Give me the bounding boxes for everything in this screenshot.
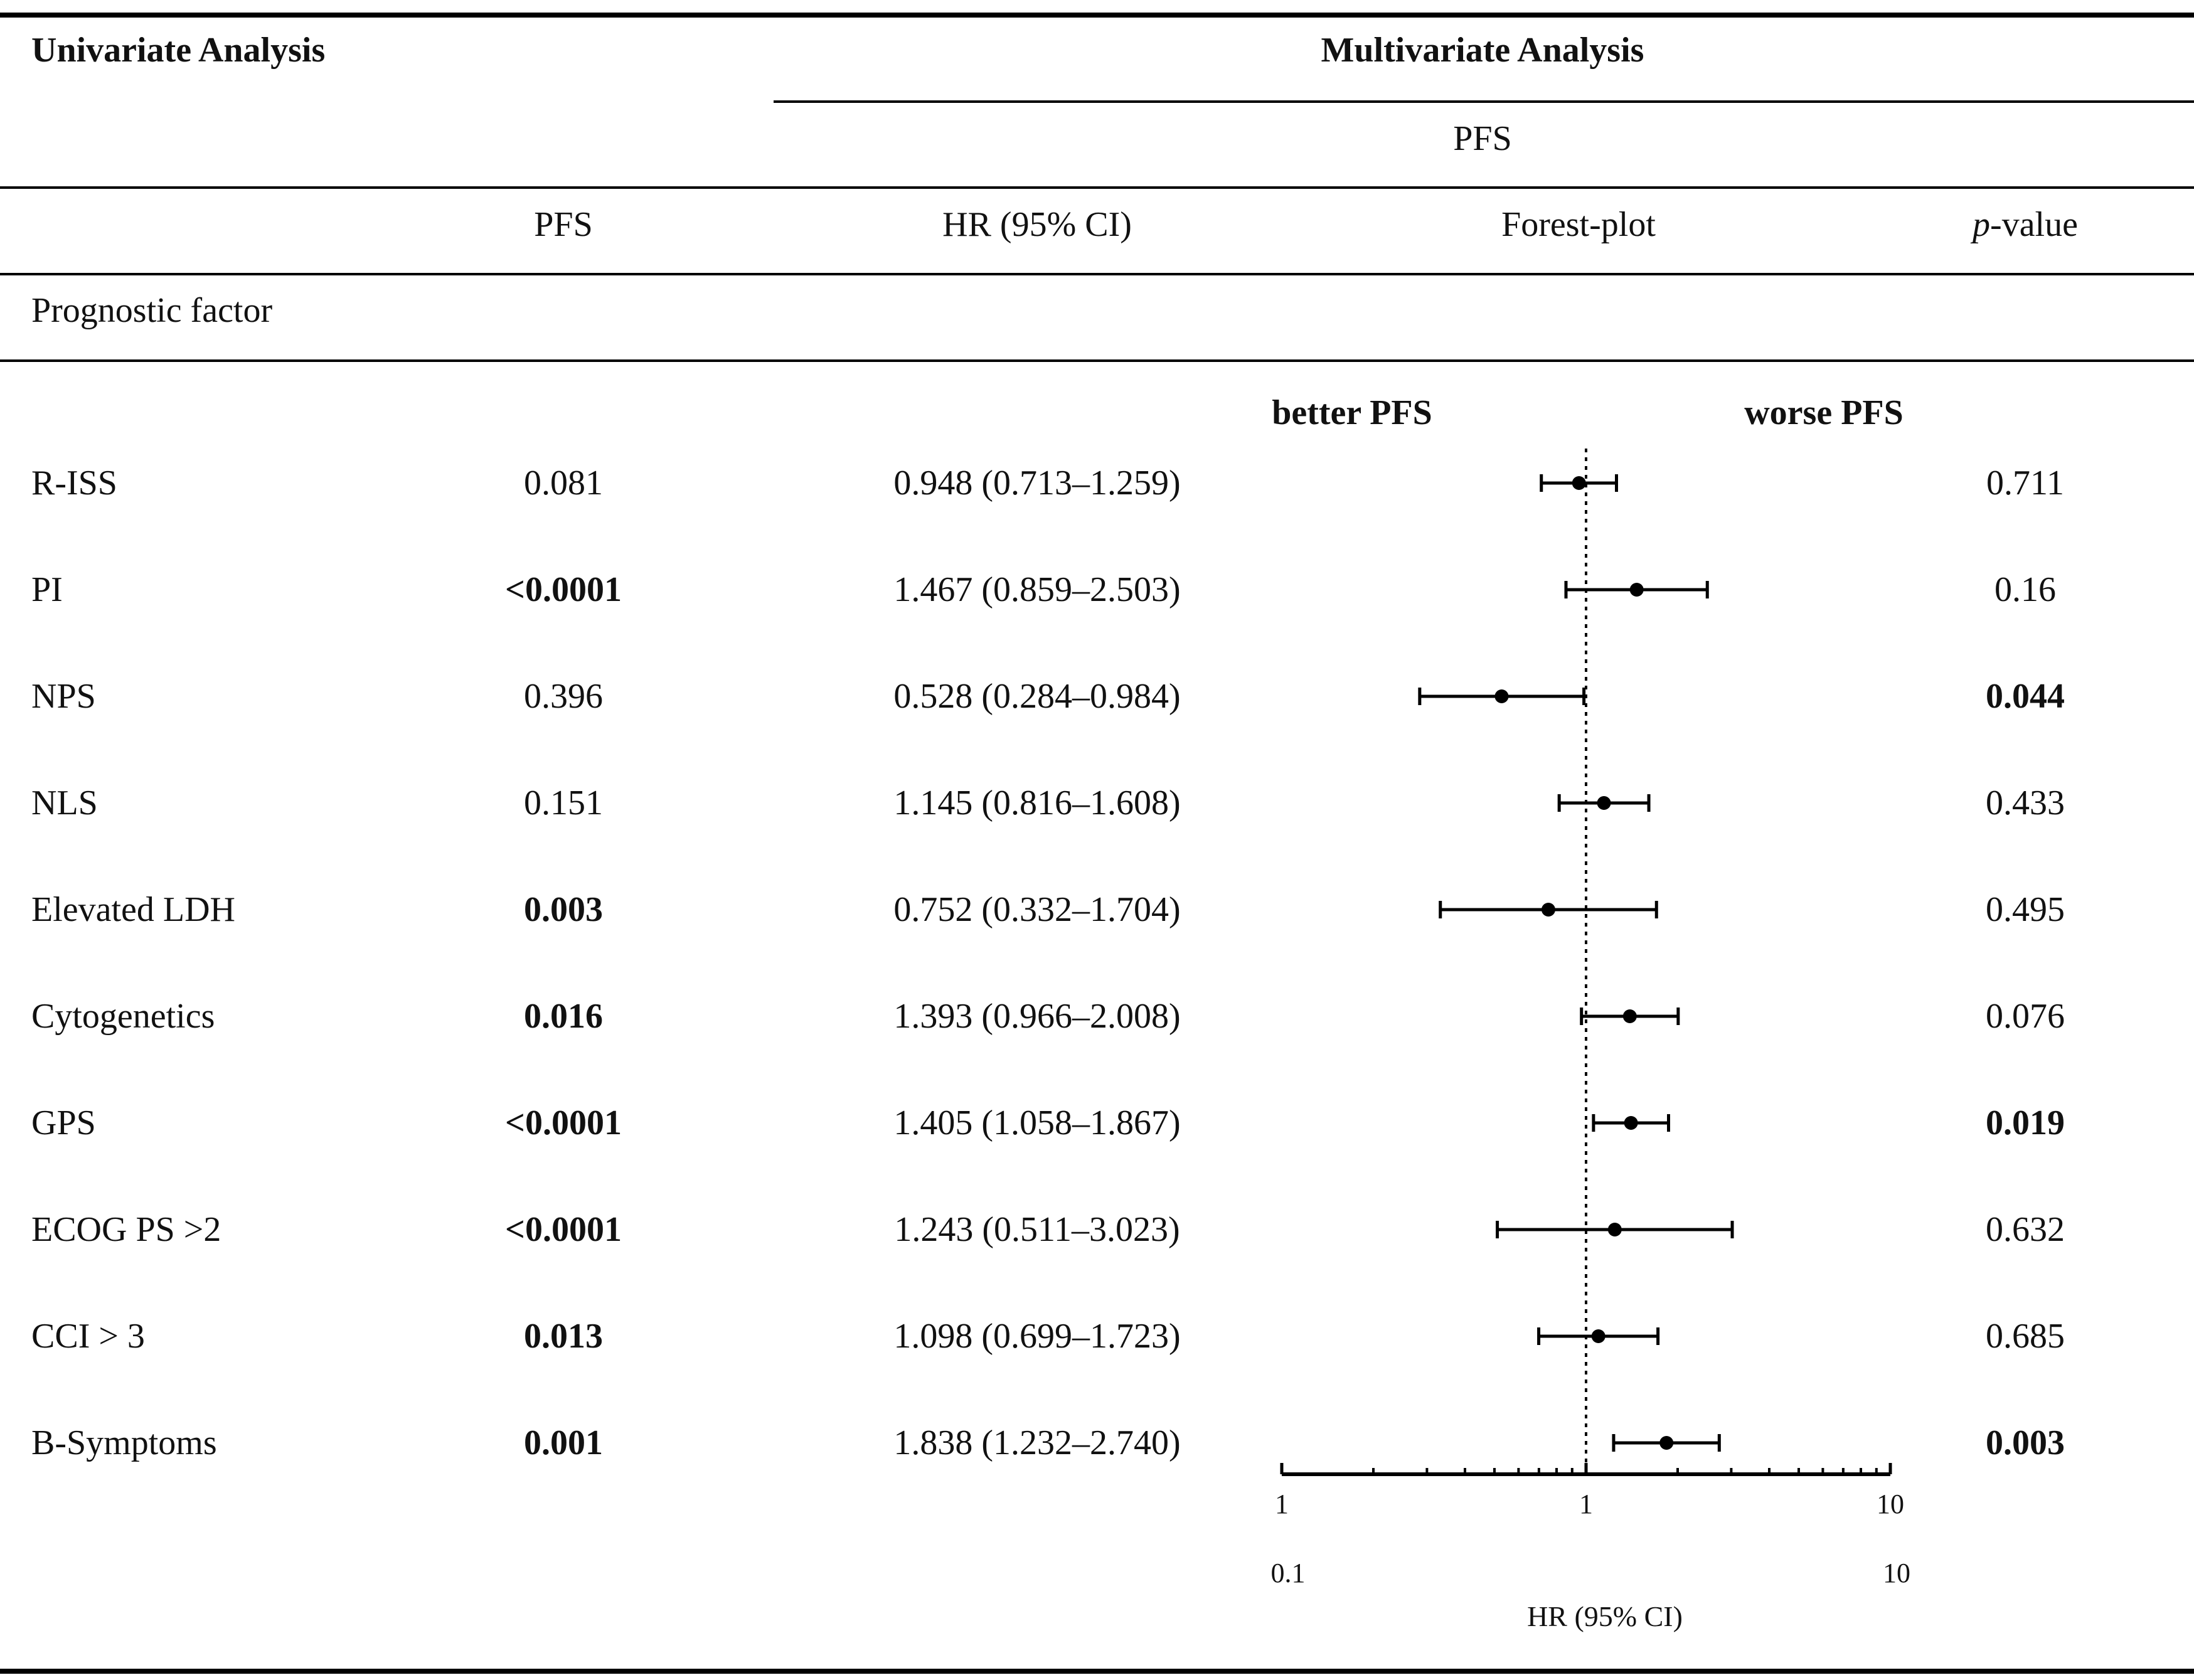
row-pfs: 0.016 [524, 997, 603, 1036]
row-pfs: <0.0001 [505, 570, 622, 609]
axis-end-label-high: 10 [1883, 1558, 1910, 1588]
row-factor: CCI > 3 [31, 1317, 145, 1356]
x-axis-label: HR (95% CI) [1527, 1600, 1683, 1632]
row-pfs: 0.001 [524, 1423, 603, 1462]
row-pvalue: 0.685 [1986, 1317, 2065, 1356]
row-hr: 1.145 (0.816–1.608) [893, 784, 1181, 822]
row-pfs: 0.151 [524, 784, 603, 822]
row-hr: 1.098 (0.699–1.723) [893, 1317, 1181, 1356]
hr-point [1624, 1116, 1638, 1130]
univariate-heading: Univariate Analysis [31, 31, 326, 70]
row-pfs: 0.003 [524, 890, 603, 929]
hr-point [1494, 689, 1509, 703]
row-pvalue: 0.076 [1986, 997, 2065, 1036]
top-rule [0, 13, 2194, 18]
row-hr: 1.243 (0.511–3.023) [894, 1210, 1180, 1249]
row-pvalue: 0.16 [1994, 570, 2056, 609]
section-label: Prognostic factor [31, 291, 273, 330]
row-pvalue: 0.433 [1986, 784, 2065, 822]
row-hr: 1.467 (0.859–2.503) [893, 570, 1181, 609]
row-pvalue: 0.019 [1986, 1103, 2065, 1142]
row-pvalue: 0.495 [1986, 890, 2065, 929]
row-pfs: <0.0001 [505, 1103, 622, 1142]
hr-point [1597, 796, 1611, 810]
worse-pfs-label: worse PFS [1744, 393, 1904, 432]
hr-point [1572, 476, 1586, 490]
pvalue-suffix: -value [1990, 205, 2078, 244]
row-factor: Cytogenetics [31, 997, 215, 1036]
better-pfs-label: better PFS [1272, 393, 1432, 432]
row-pvalue: 0.632 [1986, 1210, 2065, 1249]
pfs-span-heading: PFS [1453, 119, 1512, 158]
row-factor: GPS [31, 1103, 96, 1142]
p-italic: p [1973, 205, 1991, 244]
col-pvalue-header: p-value [1973, 207, 2078, 242]
axis-end-label-low: 0.1 [1271, 1558, 1306, 1588]
header-rule-3 [0, 359, 2194, 362]
hr-point [1629, 583, 1644, 597]
bottom-rule [0, 1669, 2194, 1674]
row-pfs: 0.013 [524, 1317, 603, 1356]
row-pvalue: 0.003 [1986, 1423, 2065, 1462]
multivariate-heading: Multivariate Analysis [1321, 31, 1644, 70]
row-pfs: 0.396 [524, 677, 603, 716]
axis-tick-label: 1 [1275, 1489, 1289, 1519]
axis-tick-label: 10 [1877, 1489, 1904, 1519]
row-pfs: <0.0001 [505, 1210, 622, 1249]
row-hr: 0.528 (0.284–0.984) [893, 677, 1181, 716]
row-hr: 0.948 (0.713–1.259) [893, 464, 1181, 502]
multivariate-underline [774, 100, 2194, 103]
header-rule-1 [0, 186, 2194, 189]
row-factor: PI [31, 570, 63, 609]
row-factor: R-ISS [31, 464, 117, 502]
hr-point [1591, 1329, 1606, 1343]
row-factor: Elevated LDH [31, 890, 235, 929]
axis-tick-label: 1 [1579, 1489, 1593, 1519]
row-factor: ECOG PS >2 [31, 1210, 221, 1249]
row-factor: NPS [31, 677, 96, 716]
row-hr: 0.752 (0.332–1.704) [893, 890, 1181, 929]
hr-point [1541, 903, 1555, 917]
col-hr-header: HR (95% CI) [942, 205, 1132, 244]
row-pvalue: 0.711 [1986, 464, 2064, 502]
row-pvalue: 0.044 [1986, 677, 2065, 716]
row-factor: B-Symptoms [31, 1423, 217, 1462]
hr-point [1659, 1436, 1674, 1450]
row-hr: 1.838 (1.232–2.740) [893, 1423, 1181, 1462]
hr-point [1622, 1009, 1637, 1023]
hr-point [1607, 1223, 1622, 1236]
row-hr: 1.393 (0.966–2.008) [893, 997, 1181, 1036]
col-forest-header: Forest-plot [1501, 205, 1656, 244]
header-rule-2 [0, 273, 2194, 275]
col-pfs-header: PFS [534, 205, 593, 244]
row-factor: NLS [31, 784, 98, 822]
row-pfs: 0.081 [524, 464, 603, 502]
row-hr: 1.405 (1.058–1.867) [893, 1103, 1181, 1142]
